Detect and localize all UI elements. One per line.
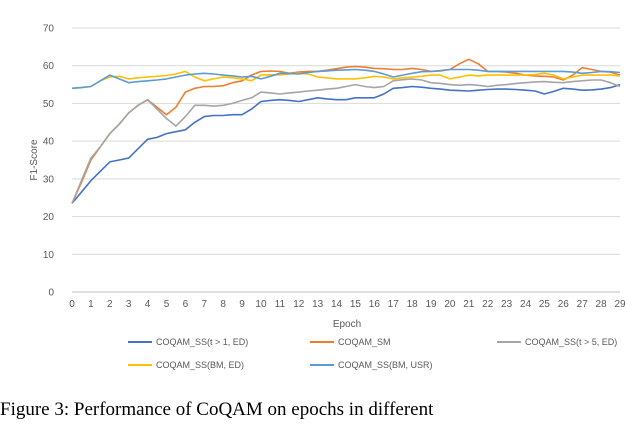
x-tick-label: 6 [183, 299, 189, 310]
legend-label: COQAM_SS(t > 5, ED) [525, 337, 617, 347]
y-tick-label: 40 [43, 137, 55, 148]
x-tick-label: 3 [126, 299, 132, 310]
x-tick-label: 24 [520, 299, 532, 310]
x-axis-title: Epoch [333, 319, 361, 330]
legend-label: COQAM_SM [338, 337, 391, 347]
x-tick-label: 29 [614, 299, 626, 310]
y-tick-labels: 0 10 20 30 40 50 60 70 [43, 24, 55, 299]
figure-caption: Figure 3: Performance of CoQAM on epochs… [0, 400, 434, 420]
y-tick-label: 60 [43, 61, 55, 72]
x-tick-label: 2 [107, 299, 113, 310]
series-line-5 [71, 68, 621, 90]
legend-label: COQAM_SS(t > 1, ED) [156, 337, 248, 347]
legend: COQAM_SS(t > 1, ED) COQAM_SM COQAM_SS(t > … [128, 337, 617, 370]
y-tick-label: 30 [43, 174, 55, 185]
x-tick-label: 21 [463, 299, 475, 310]
x-tick-label: 10 [255, 299, 267, 310]
x-tick-label: 15 [350, 299, 362, 310]
y-tick-label: 20 [43, 212, 55, 223]
x-tick-label: 8 [220, 299, 226, 310]
x-tick-label: 26 [558, 299, 570, 310]
y-tick-label: 50 [43, 99, 55, 110]
series-line-1 [71, 83, 621, 204]
series-line-4 [71, 70, 621, 90]
x-tick-label: 5 [164, 299, 170, 310]
x-tick-label: 17 [388, 299, 400, 310]
gridlines [72, 27, 620, 293]
y-tick-label: 0 [48, 288, 54, 299]
x-tick-labels: 0 1 2 3 4 5 6 7 8 9 10 11 12 13 14 15 16 17 18 19 20 21 22 23 24… [69, 299, 626, 310]
x-tick-label: 27 [577, 299, 589, 310]
x-tick-label: 28 [596, 299, 608, 310]
x-tick-label: 7 [201, 299, 207, 310]
legend-label: COQAM_SS(BM, ED) [156, 360, 244, 370]
legend-label: COQAM_SS(BM, USR) [338, 360, 433, 370]
x-tick-label: 0 [69, 299, 75, 310]
series-line-3 [71, 78, 621, 204]
x-tick-label: 25 [539, 299, 551, 310]
y-tick-label: 10 [43, 250, 55, 261]
x-tick-label: 18 [407, 299, 419, 310]
x-tick-label: 11 [275, 299, 286, 310]
y-tick-label: 70 [43, 24, 55, 35]
x-tick-label: 22 [482, 299, 494, 310]
x-tick-label: 20 [444, 299, 456, 310]
x-tick-label: 13 [312, 299, 324, 310]
x-tick-label: 4 [145, 299, 151, 310]
x-tick-label: 23 [501, 299, 513, 310]
x-tick-label: 19 [425, 299, 437, 310]
x-tick-label: 12 [293, 299, 305, 310]
x-tick-label: 14 [331, 299, 343, 310]
series-lines [71, 58, 621, 204]
x-tick-label: 9 [239, 299, 245, 310]
x-tick-label: 16 [369, 299, 381, 310]
y-axis-title: F1-Score [29, 139, 40, 181]
x-tick-label: 1 [88, 299, 94, 310]
